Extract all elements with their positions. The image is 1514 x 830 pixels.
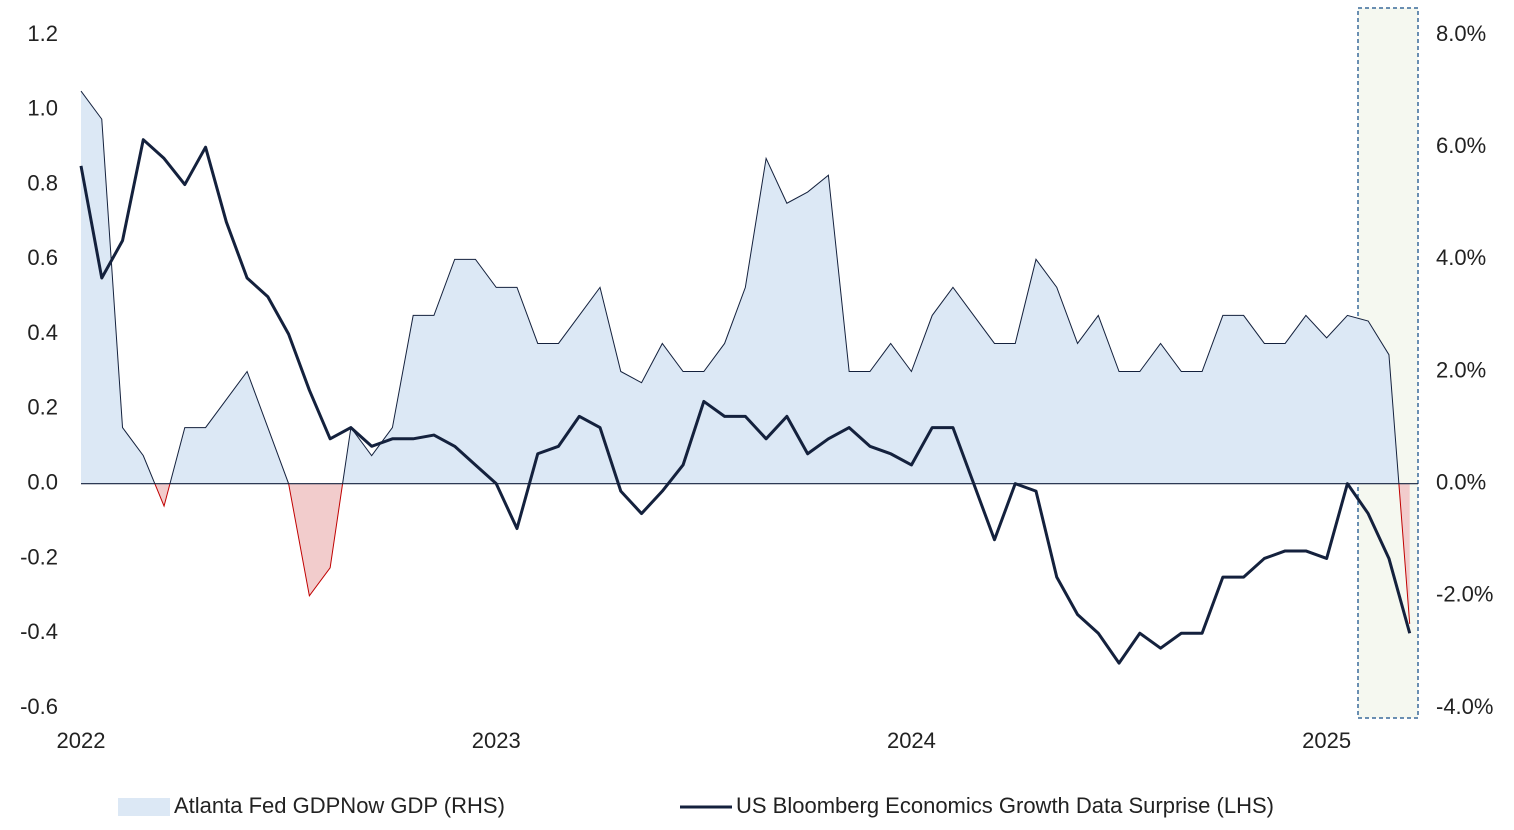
legend-swatch bbox=[118, 798, 170, 816]
y-tick-label: 0.2 bbox=[27, 395, 58, 420]
y-tick-label: 1.0 bbox=[27, 96, 58, 121]
y2-tick-label: 0.0% bbox=[1436, 469, 1486, 494]
area-positive bbox=[81, 91, 1410, 484]
legend: Atlanta Fed GDPNow GDP (RHS) US Bloomberg… bbox=[118, 793, 1274, 818]
legend-label: US Bloomberg Economics Growth Data Surpr… bbox=[736, 793, 1274, 818]
x-tick-label: 2023 bbox=[472, 728, 521, 753]
line bbox=[79, 138, 1412, 665]
y2-tick-label: -2.0% bbox=[1436, 582, 1493, 607]
x-tick-label: 2025 bbox=[1302, 728, 1351, 753]
area-outline bbox=[80, 90, 1400, 484]
legend-label: Atlanta Fed GDPNow GDP (RHS) bbox=[174, 793, 505, 818]
y-tick-label: 0.8 bbox=[27, 170, 58, 195]
y2-tick-label: 2.0% bbox=[1436, 357, 1486, 382]
y2-tick-label: 6.0% bbox=[1436, 133, 1486, 158]
y-tick-label: 0.4 bbox=[27, 320, 58, 345]
y2-tick-label: 8.0% bbox=[1436, 21, 1486, 46]
y2-tick-label: -4.0% bbox=[1436, 694, 1493, 719]
y-tick-label: 0.0 bbox=[27, 469, 58, 494]
y-tick-label: 0.6 bbox=[27, 245, 58, 270]
y2-tick-label: 4.0% bbox=[1436, 245, 1486, 270]
y-tick-label: -0.6 bbox=[20, 694, 58, 719]
y-tick-label: -0.4 bbox=[20, 619, 58, 644]
y-tick-label: -0.2 bbox=[20, 544, 58, 569]
x-tick-label: 2022 bbox=[57, 728, 106, 753]
x-tick-label: 2024 bbox=[887, 728, 936, 753]
area-outline-negative bbox=[154, 484, 1411, 624]
y-tick-label: 1.2 bbox=[27, 21, 58, 46]
